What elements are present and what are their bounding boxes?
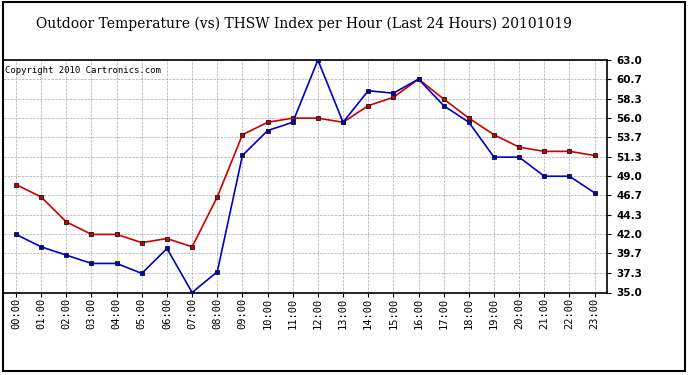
Text: Copyright 2010 Cartronics.com: Copyright 2010 Cartronics.com (6, 66, 161, 75)
Text: Outdoor Temperature (vs) THSW Index per Hour (Last 24 Hours) 20101019: Outdoor Temperature (vs) THSW Index per … (36, 17, 571, 31)
